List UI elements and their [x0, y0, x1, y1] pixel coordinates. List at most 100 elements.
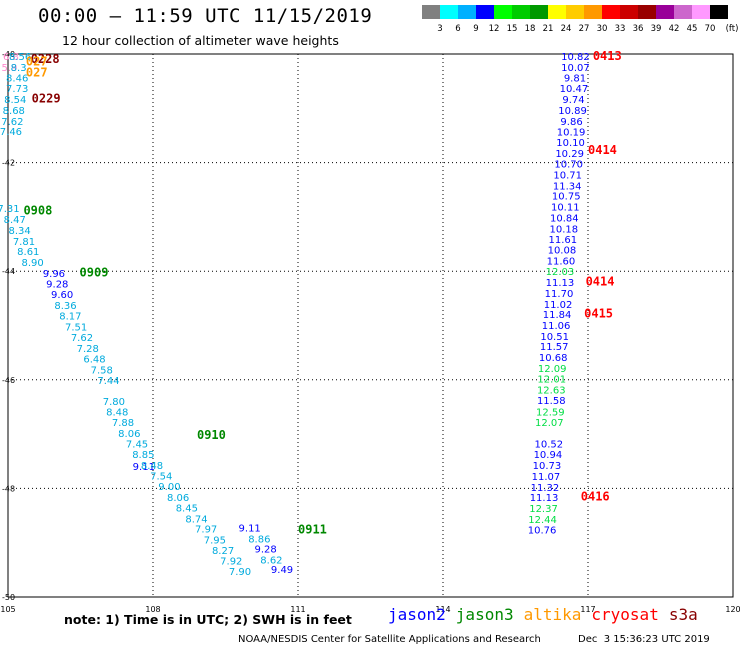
time-annotation: 0229: [32, 91, 61, 105]
time-annotation: 0910: [197, 428, 226, 442]
data-point-label: 7.58: [91, 365, 113, 376]
data-point-label: 9.28: [254, 545, 276, 556]
data-point-label: 10.07: [561, 63, 590, 74]
y-tick-label: -40: [2, 50, 15, 59]
color-scale-label: 33: [614, 24, 626, 34]
color-scale-label: 15: [506, 24, 518, 34]
data-point-label: 11.57: [540, 342, 569, 353]
y-tick-label: -44: [2, 267, 15, 276]
data-point-label: 7.90: [229, 567, 251, 578]
data-point-label: 6.8: [3, 52, 19, 63]
data-point-label: 8.48: [106, 407, 128, 418]
data-point-label: 8.27: [212, 546, 234, 557]
data-point-label: 8.61: [17, 247, 39, 258]
data-point-label: 7.80: [103, 397, 125, 408]
time-annotation: 0908: [23, 203, 52, 217]
data-point-label: 12.09: [538, 364, 567, 375]
chart-subtitle: 12 hour collection of altimeter wave hei…: [62, 33, 339, 48]
color-swatch: [584, 5, 602, 19]
credit-line: NOAA/NESDIS Center for Satellite Applica…: [238, 634, 541, 645]
color-swatch: [548, 5, 566, 19]
data-point-label: 8.06: [118, 429, 140, 440]
color-scale-label: (ft): [725, 24, 739, 34]
color-swatch: [602, 5, 620, 19]
data-point-label: 11.02: [544, 300, 573, 311]
color-scale-label: 9: [473, 24, 479, 34]
data-point-label: 12.07: [535, 418, 564, 429]
time-annotation: 027: [26, 65, 48, 79]
data-point-label: 7.88: [112, 418, 134, 429]
data-point-label: 12.03: [546, 267, 575, 278]
data-point-label: 11.58: [537, 396, 566, 407]
data-point-label: 12.37: [529, 504, 558, 515]
legend-entry: altika: [523, 605, 582, 624]
time-annotation: 027: [26, 55, 48, 69]
data-point-label: 8.45: [176, 503, 198, 514]
data-point-label: 10.11: [551, 203, 580, 214]
color-swatch: [656, 5, 674, 19]
time-annotation: 0909: [80, 266, 109, 280]
color-swatch: [494, 5, 512, 19]
color-scale-label: 42: [668, 24, 680, 34]
data-point-label: 5.9: [1, 63, 17, 74]
data-point-label: 9.11: [133, 462, 155, 473]
data-point-label: 7.97: [195, 525, 217, 536]
data-point-label: 11.13: [546, 278, 575, 289]
data-point-label: 10.47: [560, 84, 589, 95]
y-tick-label: -42: [2, 159, 15, 168]
data-point-label: 9.96: [43, 269, 65, 280]
data-point-label: 10.75: [552, 192, 581, 203]
color-swatch: [440, 5, 458, 19]
data-point-label: 8.86: [248, 534, 270, 545]
chart-title: 00:00 – 11:59 UTC 11/15/2019: [38, 5, 373, 27]
color-scale-label: 12: [488, 24, 500, 34]
color-scale-label: 45: [686, 24, 698, 34]
data-point-label: 9.60: [51, 290, 73, 301]
data-point-label: 7.45: [126, 439, 148, 450]
data-point-label: 10.73: [533, 461, 562, 472]
data-point-label: 8.56: [9, 52, 31, 63]
data-point-label: 7.81: [13, 237, 35, 248]
data-point-label: 8.34: [8, 226, 30, 237]
time-annotation: 0413: [593, 49, 622, 63]
data-point-label: 7.28: [77, 344, 99, 355]
data-point-label: 9.00: [158, 482, 180, 493]
data-point-label: 7.31: [0, 204, 20, 215]
data-point-label: 7.62: [71, 333, 93, 344]
data-point-label: 10.52: [535, 439, 564, 450]
color-scale-label: 30: [596, 24, 608, 34]
data-point-label: 11.70: [545, 289, 574, 300]
color-swatch: [458, 5, 476, 19]
data-point-label: 9.28: [46, 280, 68, 291]
time-annotation: 0414: [588, 143, 617, 157]
color-swatch: [566, 5, 584, 19]
data-point-label: 10.94: [534, 450, 563, 461]
data-point-label: 7.92: [220, 557, 242, 568]
color-scale-label: 6: [455, 24, 461, 34]
x-tick-label: 120: [725, 605, 740, 614]
data-point-label: 7.51: [65, 323, 87, 334]
color-swatch: [674, 5, 692, 19]
data-point-label: 10.19: [557, 128, 586, 139]
data-point-label: 8.48: [141, 461, 163, 472]
data-point-label: 9.11: [239, 523, 261, 534]
color-swatch: [638, 5, 656, 19]
color-swatch: [422, 5, 440, 19]
data-point-label: 10.71: [553, 171, 582, 182]
color-scale-label: 3: [437, 24, 443, 34]
data-point-label: 9.86: [560, 117, 582, 128]
color-scale-label: 36: [632, 24, 644, 34]
data-point-label: 7.44: [97, 376, 119, 387]
data-point-label: 11.07: [532, 472, 561, 483]
time-annotation: 0228: [31, 52, 60, 66]
data-point-label: 8.68: [3, 106, 25, 117]
color-swatch: [620, 5, 638, 19]
data-point-label: 10.84: [550, 213, 579, 224]
data-point-label: 12.44: [528, 515, 557, 526]
data-point-label: 7.54: [150, 471, 172, 482]
data-point-label: 11.84: [543, 310, 572, 321]
data-point-label: 7.95: [204, 535, 226, 546]
data-point-label: 8.46: [6, 73, 28, 84]
data-point-label: 11.34: [553, 181, 582, 192]
data-point-label: 10.51: [540, 332, 569, 343]
